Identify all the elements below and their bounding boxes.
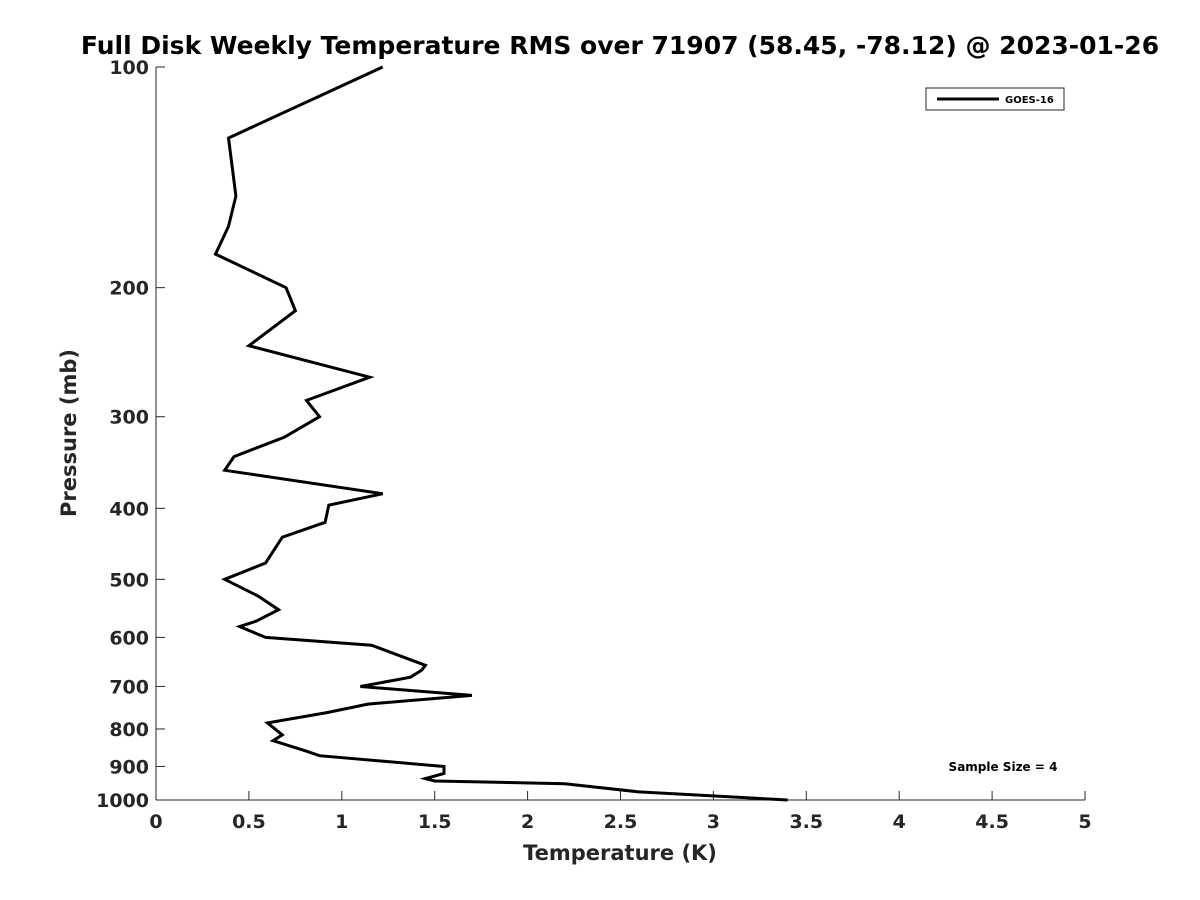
plot-area: [155, 67, 1085, 801]
y-tick-label: 200: [109, 278, 149, 300]
chart-title: Full Disk Weekly Temperature RMS over 71…: [81, 31, 1159, 60]
legend: GOES-16: [925, 87, 1065, 111]
y-tick-label: 300: [109, 407, 149, 429]
y-tick-label: 1000: [96, 790, 149, 812]
x-axis-ticks: 0 0.5 1 1.5 2 2.5 3 3.5 4 4.5 5: [149, 791, 1092, 833]
series-line-goes-16: [213, 65, 788, 802]
y-tick-label: 400: [109, 498, 149, 520]
y-axis-ticks: 100 200 300 400 500 600 700 800 900 1000: [96, 57, 165, 812]
x-tick-label: 0.5: [232, 811, 266, 833]
y-axis-label: Pressure (mb): [57, 349, 81, 517]
y-tick-label: 100: [109, 57, 149, 79]
x-tick-label: 0: [149, 811, 162, 833]
x-tick-label: 2: [521, 811, 534, 833]
x-tick-label: 2.5: [604, 811, 638, 833]
x-tick-label: 1: [335, 811, 348, 833]
y-tick-label: 800: [109, 719, 149, 741]
x-tick-label: 3: [707, 811, 720, 833]
y-tick-label: 600: [109, 627, 149, 649]
x-tick-label: 3.5: [789, 811, 823, 833]
x-tick-label: 4: [893, 811, 906, 833]
series-layer: [213, 65, 788, 802]
x-tick-label: 4.5: [975, 811, 1009, 833]
y-tick-label: 700: [109, 676, 149, 698]
y-tick-label: 500: [109, 569, 149, 591]
sample-size-annotation: Sample Size = 4: [949, 760, 1058, 774]
x-tick-label: 5: [1078, 811, 1091, 833]
x-tick-label: 1.5: [418, 811, 452, 833]
y-tick-label: 900: [109, 756, 149, 778]
x-axis-label: Temperature (K): [523, 841, 717, 865]
legend-label-goes-16: GOES-16: [1005, 95, 1054, 106]
